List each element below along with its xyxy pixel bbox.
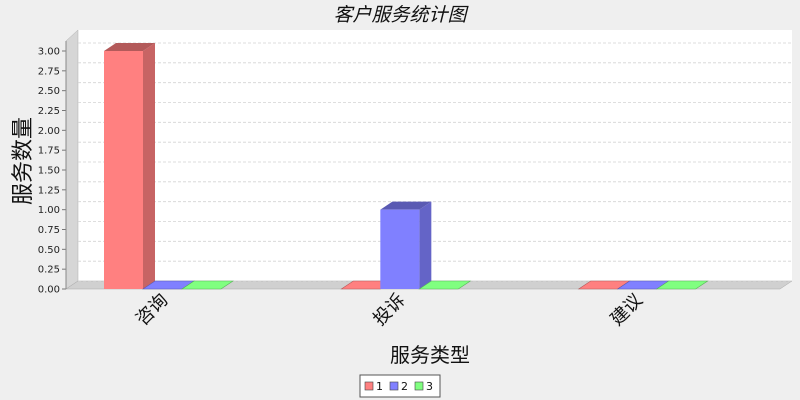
legend-label: 1 [376,380,383,393]
bar-top-face [655,280,709,290]
bar-top-face [181,280,234,290]
y-tick-label: 1.00 [38,205,60,216]
bar [181,280,234,290]
bar-top-face [104,43,155,51]
bar-top-face [418,280,472,290]
legend-swatch [364,381,374,391]
bar-top-face [380,201,432,210]
y-tick-label: 3.00 [38,47,60,58]
y-tick-label: 0.25 [38,265,60,276]
y-tick-label: 2.25 [38,106,60,117]
plot-area: 0.00 0.25 0.50 0.75 1.00 1.25 1.50 1.75 2.00 2.25… [38,29,793,330]
x-axis-label: 服务类型 [390,343,470,367]
plot-back-wall [78,30,792,281]
y-tick-label: 0.50 [38,245,60,256]
legend-label: 3 [426,380,433,393]
bar [418,280,472,290]
y-tick-label: 2.50 [38,86,60,97]
chart-title: 客户服务统计图 [333,4,469,26]
legend-swatch [414,381,424,391]
bar-side-face [419,201,432,289]
legend-swatch [389,381,399,391]
bar [380,201,432,289]
bar-front-face [104,51,143,289]
y-tick-label: 1.50 [38,166,60,177]
legend-box [359,374,441,398]
legend: 1 2 3 [359,374,441,398]
bar [655,280,709,290]
y-tick-label: 2.75 [38,66,60,77]
bar [104,43,155,289]
plot-side-wall [65,29,79,290]
legend-label: 2 [401,380,408,393]
y-tick-label: 1.75 [38,146,60,157]
y-axis-label: 服务数量 [11,117,36,205]
y-tick-label: 0.75 [38,225,60,236]
y-tick-label: 1.25 [38,185,60,196]
y-tick-label: 2.00 [38,126,60,137]
bar-side-face [143,43,155,289]
bar-front-face [380,209,420,289]
y-tick-label: 0.00 [38,285,60,296]
